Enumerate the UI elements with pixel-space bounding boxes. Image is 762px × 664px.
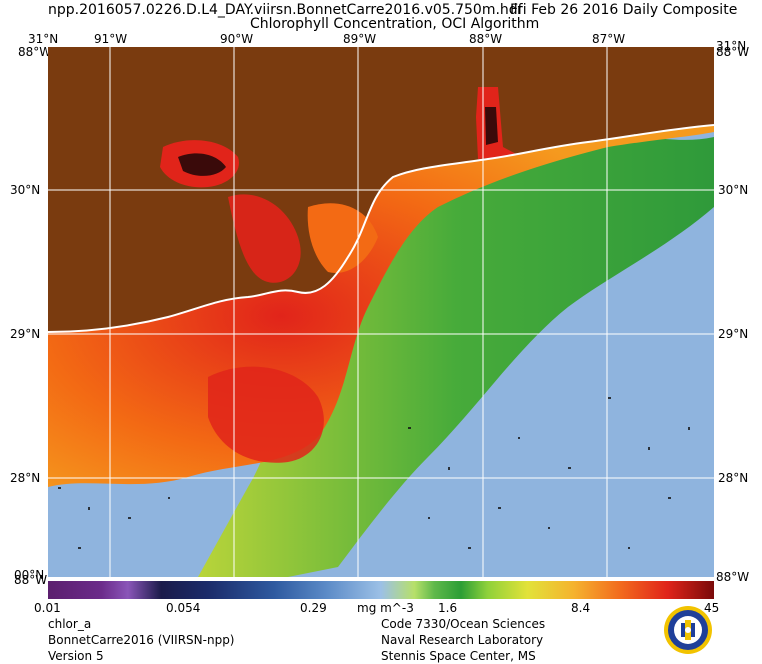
footer-code: Code 7330/Ocean Sciences <box>381 617 546 631</box>
colorbar-tick-2: 0.29 <box>300 601 327 615</box>
graticule <box>48 47 714 577</box>
colorbar-tick-3: 1.6 <box>438 601 458 615</box>
color-scale-bar <box>48 581 714 599</box>
colorbar-tick-4: 8.4 <box>571 601 591 615</box>
corner-lat-bottom-left: 00°N <box>14 568 45 582</box>
lon-label-89: 89°W <box>343 32 377 46</box>
footer-location: Stennis Space Center, MS <box>381 649 536 663</box>
corner-lon-top-left: 88°W <box>18 45 52 59</box>
mobile-bay-dark <box>485 107 498 145</box>
footer-variable: chlor_a <box>48 617 92 631</box>
product-title: Chlorophyll Concentration, OCI Algorithm <box>250 16 540 32</box>
map-canvas <box>48 47 714 577</box>
nrl-seal-icon <box>664 606 712 654</box>
colorbar-tick-0: 0.01 <box>34 601 61 615</box>
corner-lat-top-left: 31°N <box>28 32 59 46</box>
footer-version: Version 5 <box>48 649 104 663</box>
filename-title: npp.2016057.0226.D.L4_DAY.viirsn.BonnetC… <box>48 2 523 18</box>
no-data-speckle <box>58 397 690 549</box>
corner-lat-top-right: 31°N <box>716 39 747 53</box>
red-plume <box>208 366 324 463</box>
lon-label-88: 88°W <box>469 32 503 46</box>
date-title: Fri Feb 26 2016 Daily Composite <box>510 2 738 18</box>
lat-label-28-left: 28°N <box>10 471 41 485</box>
lon-label-90: 90°W <box>220 32 254 46</box>
colorbar-tick-1: 0.054 <box>166 601 201 615</box>
colorbar-tick-5: 45 <box>704 601 720 615</box>
coastline <box>48 124 714 333</box>
lat-label-29-right: 29°N <box>718 327 749 341</box>
corner-lon-bottom-left: 88°W <box>14 573 48 587</box>
colorbar-units: mg m^-3 <box>357 601 414 615</box>
chlorophyll-map[interactable] <box>48 47 714 577</box>
delta-marsh <box>307 203 378 273</box>
lake-dark-core <box>178 153 226 176</box>
lat-label-28-right: 28°N <box>718 471 749 485</box>
lat-label-30-left: 30°N <box>10 183 41 197</box>
corner-lon-bottom-right: 88°W <box>716 570 750 584</box>
lat-label-29-left: 29°N <box>10 327 41 341</box>
lon-label-87: 87°W <box>592 32 626 46</box>
lat-label-30-right: 30°N <box>718 183 749 197</box>
footer-lab: Naval Research Laboratory <box>381 633 544 647</box>
lon-label-91: 91°W <box>94 32 128 46</box>
coastal-marsh <box>228 194 301 283</box>
footer-dataset: BonnetCarre2016 (VIIRSN-npp) <box>48 633 235 647</box>
corner-lon-top-right: 88°W <box>716 45 750 59</box>
